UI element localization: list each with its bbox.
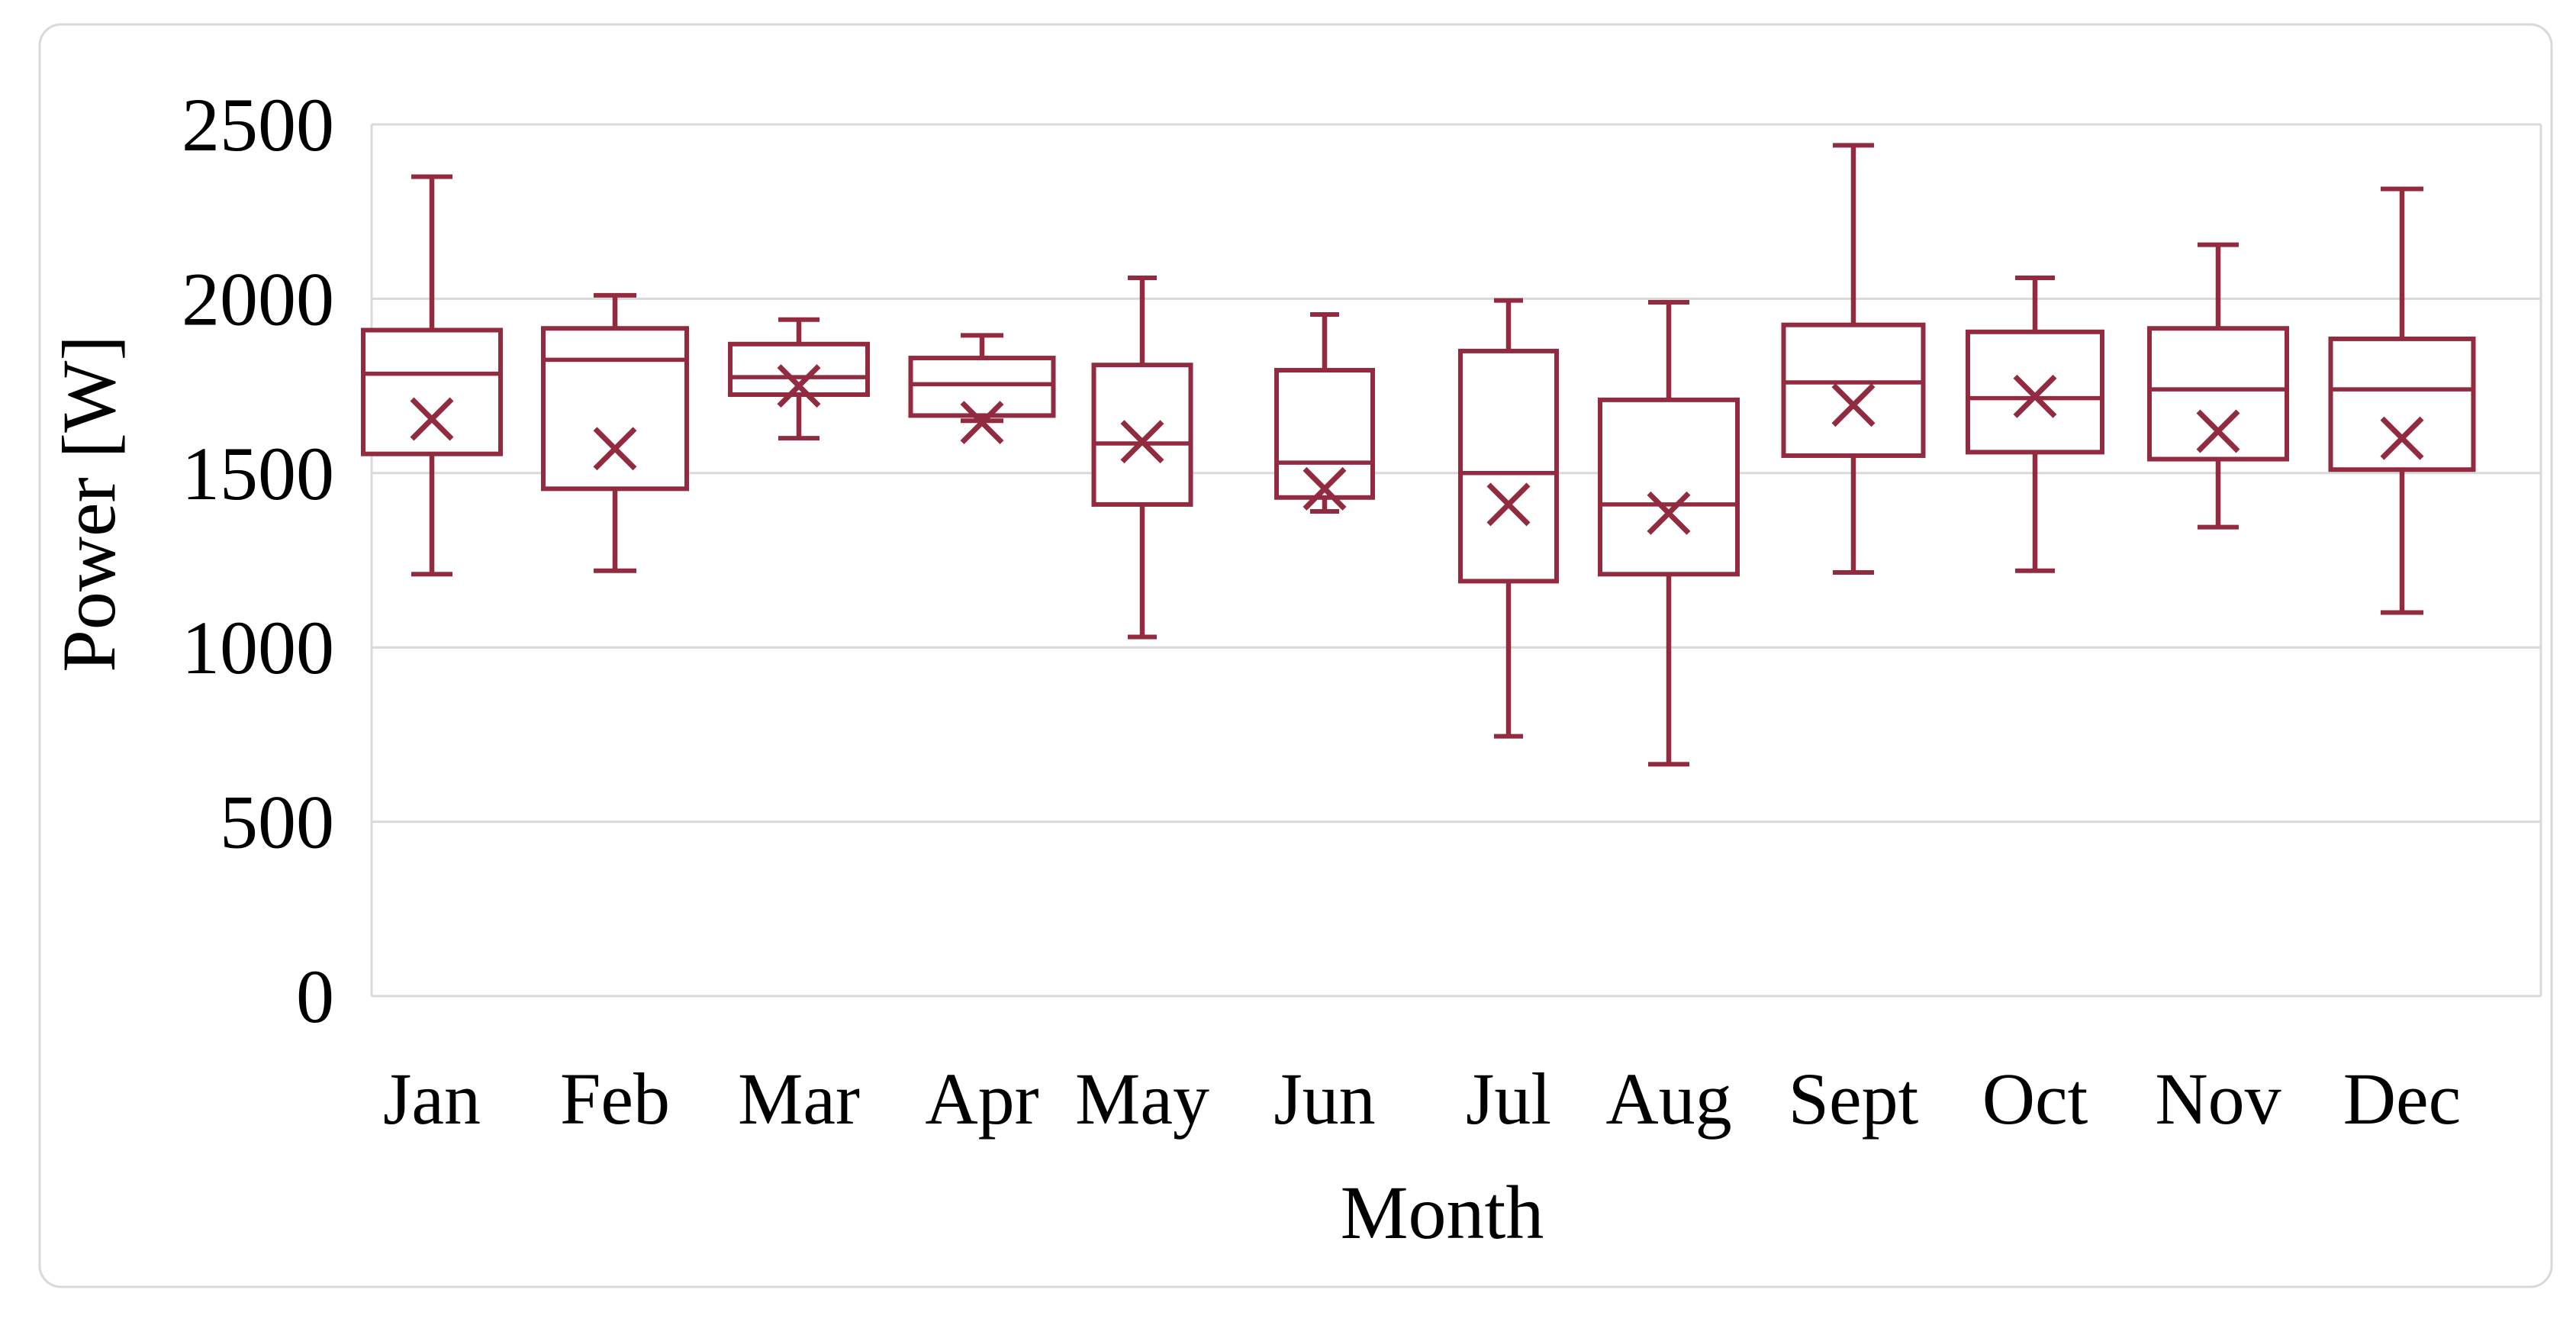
boxplot-aug [1598,299,1740,767]
mean-x-oct [2013,374,2057,418]
boxplot-jun [1274,311,1375,514]
y-tick-label-2500: 2500 [182,82,334,167]
box-nov [2147,326,2289,462]
box-dec [2328,336,2476,472]
x-tick-label-jan: Jan [383,1058,481,1140]
x-axis-title: Month [1341,1170,1544,1255]
boxplot-nov [2147,242,2289,530]
box-sept [1781,322,1926,458]
box-feb [541,326,689,492]
y-tick-label-500: 500 [220,780,334,865]
x-tick-label-sept: Sept [1789,1058,1919,1140]
mean-x-sept [1831,383,1876,427]
box-oct [1966,329,2104,455]
figure-frame [38,23,2553,1288]
y-tick-label-1000: 1000 [182,605,334,690]
x-tick-label-oct: Oct [1982,1058,2088,1140]
box-may [1091,363,1193,507]
y-tick-label-0: 0 [296,954,334,1039]
x-tick-label-jun: Jun [1274,1058,1375,1140]
mean-x-feb [593,427,637,471]
x-tick-label-nov: Nov [2155,1058,2281,1140]
mean-x-may [1120,420,1164,464]
box-jun [1274,368,1375,500]
mean-x-apr [960,401,1004,445]
x-tick-label-aug: Aug [1605,1058,1731,1140]
mean-x-nov [2196,409,2240,453]
x-tick-label-may: May [1075,1058,1209,1140]
mean-x-mar [777,364,821,408]
boxplot-feb [541,292,689,573]
boxplot-jan [361,174,503,577]
box-aug [1598,397,1740,577]
y-axis-title: Power [W] [47,335,131,672]
box-jul [1458,348,1559,584]
mean-x-jul [1486,482,1531,527]
x-tick-label-feb: Feb [560,1058,670,1140]
mean-x-jun [1302,466,1347,511]
boxplot-apr [908,333,1056,445]
boxplot-may [1091,275,1193,640]
boxplot-sept [1781,143,1926,575]
x-tick-label-mar: Mar [738,1058,860,1140]
boxplot-jul [1458,298,1559,739]
x-tick-label-dec: Dec [2343,1058,2462,1140]
y-tick-label-2000: 2000 [182,256,334,341]
boxplot-dec [2328,186,2476,615]
boxplot-oct [1966,275,2104,573]
box-apr [908,356,1056,418]
mean-x-dec [2380,416,2424,460]
mean-x-jan [410,397,454,441]
x-tick-label-jul: Jul [1466,1058,1551,1140]
box-jan [361,327,503,456]
y-tick-label-1500: 1500 [182,431,334,516]
x-tick-label-apr: Apr [925,1058,1038,1140]
boxplot-mar [728,317,870,441]
mean-x-aug [1647,491,1691,535]
